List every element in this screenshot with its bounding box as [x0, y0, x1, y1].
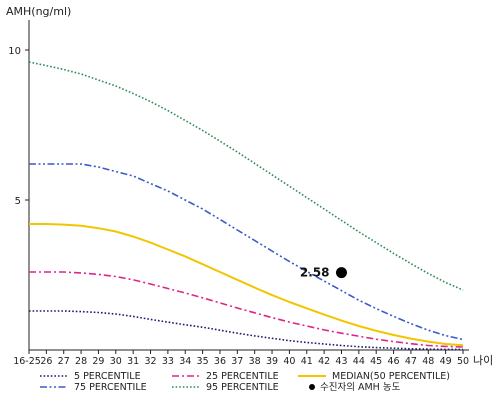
legend: 5 PERCENTILE 25 PERCENTILE MEDIAN(50 PERCE… [40, 371, 450, 393]
x-tick-label: 44 [353, 356, 365, 367]
patient-marker [335, 267, 347, 279]
legend-marker-swatch [309, 384, 315, 390]
series-line [28, 61, 464, 291]
x-tick-label: 28 [75, 356, 87, 367]
x-tick-label: 48 [422, 356, 434, 367]
x-tick-label: 45 [370, 356, 382, 367]
y-axis-title: AMH(ng/ml) [6, 5, 71, 18]
legend-label: 75 PERCENTILE [74, 382, 147, 393]
x-tick-label: 46 [388, 356, 400, 367]
x-tick-label: 37 [231, 356, 243, 367]
legend-label: 5 PERCENTILE [74, 371, 141, 382]
legend-marker-label: 수진자의 AMH 농도 [320, 382, 401, 393]
x-tick-label: 33 [162, 356, 174, 367]
x-tick-label: 35 [197, 356, 209, 367]
x-tick-label: 16-25 [13, 356, 41, 367]
y-tick-label: 10 [8, 46, 21, 57]
series-line [29, 223, 464, 347]
x-tick-label: 36 [214, 356, 226, 367]
legend-label: 95 PERCENTILE [206, 382, 279, 393]
x-tick-label: 40 [283, 356, 295, 367]
x-tick-label: 47 [405, 356, 417, 367]
x-tick-label: 26 [40, 356, 52, 367]
x-tick-label: 50 [457, 356, 469, 367]
series-line [29, 163, 464, 341]
x-tick-label: 31 [127, 356, 139, 367]
y-tick-label: 5 [15, 196, 21, 207]
legend-label: 25 PERCENTILE [206, 371, 279, 382]
series-line [29, 310, 463, 351]
patient-marker-group: 2.58 [300, 266, 347, 280]
x-tick-label: 30 [110, 356, 122, 367]
patient-value-label: 2.58 [300, 266, 330, 280]
x-tick-label: 27 [58, 356, 70, 367]
series-line [29, 271, 464, 348]
x-tick-label: 39 [266, 356, 278, 367]
x-tick-label: 41 [301, 356, 313, 367]
x-tick-label: 42 [318, 356, 330, 367]
series-lines [28, 61, 464, 351]
x-tick-label: 43 [335, 356, 347, 367]
x-tick-label: 34 [179, 356, 191, 367]
x-tick-label: 38 [249, 356, 261, 367]
x-tick-label: 29 [92, 356, 104, 367]
y-ticks: 5 10 [8, 46, 29, 207]
x-axis-title: 나이 [473, 354, 493, 367]
x-ticks: 16-25 26 27 28 29 30 31 32 33 34 35 36 37 38 39 40 41 42 4… [13, 350, 469, 367]
x-tick-label: 32 [144, 356, 156, 367]
x-tick-label: 49 [440, 356, 452, 367]
legend-label: MEDIAN(50 PERCENTILE) [332, 371, 450, 382]
